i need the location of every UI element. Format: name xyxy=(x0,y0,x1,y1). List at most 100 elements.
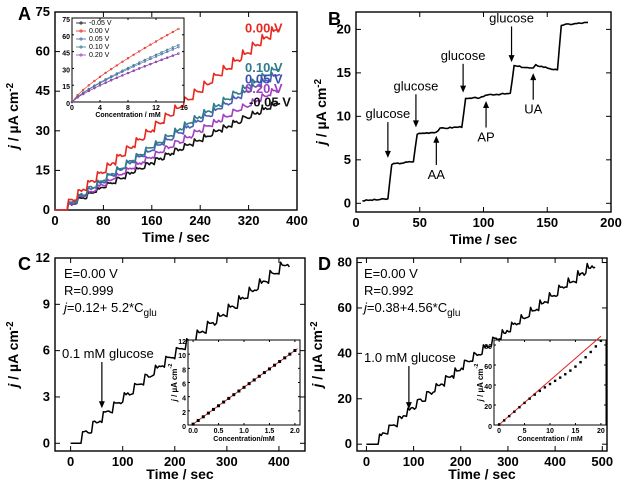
trace-line xyxy=(70,261,290,445)
y-tick-label: 20 xyxy=(484,404,492,411)
x-tick-label: 300 xyxy=(497,454,519,469)
inset-point xyxy=(543,386,547,389)
x-tick-label: 400 xyxy=(268,454,290,469)
y-tick-label: 60 xyxy=(62,34,70,41)
inset-point xyxy=(177,27,180,31)
inset-point xyxy=(149,43,152,46)
inset-point xyxy=(104,71,107,75)
arrow-head xyxy=(508,55,515,63)
inset-point xyxy=(247,382,251,386)
equation-r: R=0.992 xyxy=(364,283,414,298)
inset-point xyxy=(81,92,85,96)
inset-point xyxy=(154,53,158,57)
x-tick-label: 4 xyxy=(98,105,102,112)
y-tick-label: 20 xyxy=(338,391,352,406)
inset-point xyxy=(160,37,163,40)
legend-entry: -0.05 V xyxy=(89,20,112,27)
inset-point xyxy=(574,365,577,368)
inset-point xyxy=(558,376,562,379)
panel-letter: B xyxy=(328,9,341,29)
series-line-4 xyxy=(55,101,281,211)
inset-point xyxy=(143,58,147,62)
series-label: 0.05 V xyxy=(245,71,283,86)
inset-point xyxy=(589,350,592,354)
inset-point xyxy=(143,65,147,68)
series-label: -0.05 V xyxy=(249,94,291,109)
arrow-head xyxy=(433,135,440,143)
y-tick-label: 30 xyxy=(36,123,50,138)
inset-point xyxy=(138,62,141,66)
annotation-label: AP xyxy=(477,130,494,145)
inset-point xyxy=(98,81,102,84)
equation-r: R=0.999 xyxy=(64,283,114,298)
x-tick-label: 0.0 xyxy=(188,428,198,435)
inset-point xyxy=(126,57,130,60)
inset-point xyxy=(143,46,147,50)
x-tick-label: 1.0 xyxy=(239,428,249,435)
annotation-label: 0.1 mM glucose xyxy=(62,346,154,361)
inset-point xyxy=(538,389,542,393)
y-tick-label: 0 xyxy=(344,195,351,210)
legend-marker xyxy=(79,29,83,33)
legend-entry: 0.00 V xyxy=(89,28,110,35)
inset-point xyxy=(132,53,135,56)
arrow-head xyxy=(405,402,412,410)
inset-point xyxy=(513,410,516,413)
inset-point xyxy=(104,81,107,84)
legend-marker xyxy=(79,21,83,25)
inset-point xyxy=(227,396,231,400)
y-axis-label: j / µA cm-2 xyxy=(474,364,485,403)
inset-point xyxy=(579,360,582,364)
panel-b: B0 50 100 150 20005101520glucoseglucoseAAglu… xyxy=(313,9,622,247)
inset-point xyxy=(497,423,501,426)
x-tick-label: 0.5 xyxy=(214,428,224,435)
inset-x-label: Concentration / mM xyxy=(95,112,161,119)
inset-point xyxy=(149,56,152,59)
x-tick-label: 10 xyxy=(546,428,554,435)
inset-point xyxy=(109,79,113,82)
y-tick-label: 12 xyxy=(36,250,50,265)
x-tick-label: 400 xyxy=(286,213,308,228)
inset-point xyxy=(196,418,200,422)
arrow-head xyxy=(412,120,419,128)
y-tick-label: 75 xyxy=(62,17,70,24)
x-tick-label: 0 xyxy=(67,454,74,469)
x-tick-label: 200 xyxy=(164,454,186,469)
inset-point xyxy=(109,75,113,78)
y-tick-label: 10 xyxy=(337,108,351,123)
inset-point xyxy=(166,33,169,37)
inset-bg xyxy=(188,340,300,425)
x-tick-label: 20 xyxy=(597,428,605,435)
arrow-head xyxy=(483,100,490,108)
y-tick-label: 60 xyxy=(338,300,352,315)
inset-point xyxy=(177,43,180,47)
inset-point xyxy=(132,65,135,68)
arrow-head xyxy=(530,73,537,81)
inset-point xyxy=(502,419,506,422)
inset-point xyxy=(132,64,135,67)
inset-point xyxy=(222,400,226,404)
inset-point xyxy=(564,373,567,376)
inset-point xyxy=(104,78,107,81)
panel-letter: C xyxy=(18,254,31,274)
annotation-label: glucose xyxy=(441,48,486,63)
x-tick-label: 5 xyxy=(523,428,527,435)
x-tick-label: 320 xyxy=(238,213,260,228)
annotation-label: UA xyxy=(524,102,542,117)
x-tick-label: 0 xyxy=(70,105,74,112)
y-tick-label: 80 xyxy=(338,255,352,270)
inset-line-1 xyxy=(71,28,179,103)
y-tick-label: 6 xyxy=(43,343,50,358)
arrow-head xyxy=(98,401,105,409)
inset-bg xyxy=(494,340,606,425)
equation-e: E=0.00 V xyxy=(364,266,418,281)
legend-marker xyxy=(79,53,83,57)
x-tick-label: 100 xyxy=(473,215,495,230)
x-tick-label: 1.5 xyxy=(265,428,275,435)
inset-point xyxy=(121,69,124,72)
inset-point xyxy=(115,72,119,75)
inset-point xyxy=(584,356,587,359)
inset-x-label: Concentration / mM xyxy=(517,436,583,443)
